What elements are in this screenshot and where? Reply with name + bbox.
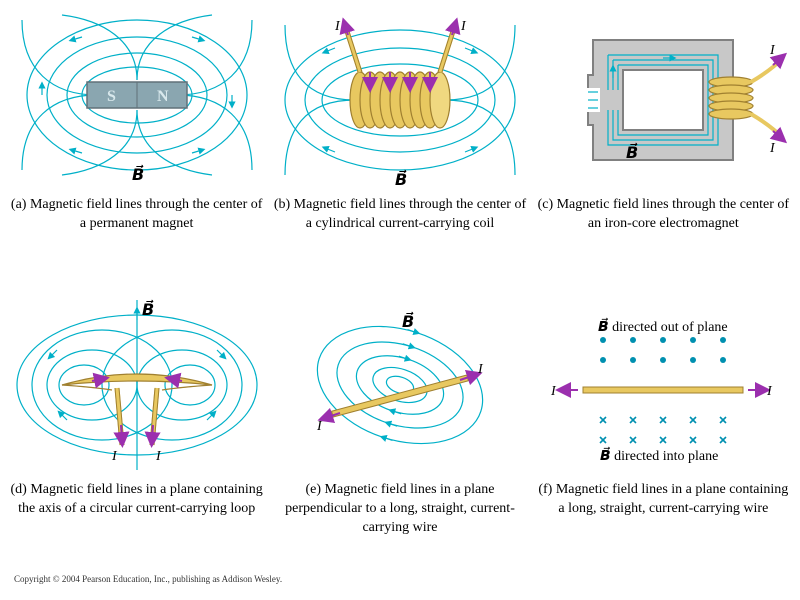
b-vector-label: B⃗: [142, 299, 154, 319]
b-vector-label: B⃗: [402, 311, 414, 331]
field-out-dots: [600, 337, 726, 363]
diagram-wire-perpendicular: I I B⃗: [275, 295, 525, 475]
caption-c: (c) Magnetic field lines through the cen…: [537, 196, 790, 234]
b-in-label: B⃗ directed into plane: [600, 446, 718, 464]
panel-d: B⃗ I I (d): [10, 295, 263, 570]
copyright-text: Copyright © 2004 Pearson Education, Inc.…: [14, 574, 790, 584]
diagram-electromagnet: I I B⃗: [538, 10, 788, 190]
i-label-right: I: [766, 384, 773, 399]
b-out-label: B⃗ directed out of plane: [598, 317, 728, 335]
field-in-crosses: [600, 417, 726, 443]
pole-s-label: S: [107, 88, 116, 105]
i-label-left: I: [334, 19, 341, 34]
i-label-right: I: [155, 449, 162, 464]
panel-e: I I B⃗ (e) Magnetic field lines in a pla…: [273, 295, 526, 570]
i-label-right: I: [460, 19, 467, 34]
diagram-current-loop: B⃗ I I: [12, 295, 262, 475]
i-label-bottom: I: [769, 141, 776, 156]
caption-a: (a) Magnetic field lines through the cen…: [10, 196, 263, 234]
panel-f: I I B⃗ directed out of plane B⃗ directed…: [537, 295, 790, 570]
i-label-left: I: [316, 419, 323, 434]
i-label-right: I: [477, 362, 484, 377]
caption-b: (b) Magnetic field lines through the cen…: [273, 196, 526, 234]
caption-d: (d) Magnetic field lines in a plane cont…: [10, 481, 263, 519]
diagram-solenoid: I I B⃗: [275, 10, 525, 190]
panel-c: I I B⃗ (c) Magnetic field lines through …: [537, 10, 790, 285]
diagram-wire-inplane: I I B⃗ directed out of plane B⃗ directed…: [538, 295, 788, 475]
b-vector-label: B⃗: [395, 169, 407, 189]
panel-a: S N B⃗ (a) Magnetic field lines through …: [10, 10, 263, 285]
i-label-left: I: [111, 449, 118, 464]
b-vector-label: B⃗: [132, 164, 144, 184]
b-vector-label: B⃗: [626, 142, 638, 162]
caption-e: (e) Magnetic field lines in a plane perp…: [273, 481, 526, 538]
i-label-left: I: [550, 384, 557, 399]
i-label-top: I: [769, 43, 776, 58]
pole-n-label: N: [157, 88, 169, 105]
panel-b: I I B⃗ (b) Magnetic field lines through …: [273, 10, 526, 285]
figure-grid: S N B⃗ (a) Magnetic field lines through …: [10, 10, 790, 570]
caption-f: (f) Magnetic field lines in a plane cont…: [537, 481, 790, 519]
diagram-bar-magnet: S N B⃗: [12, 10, 262, 190]
